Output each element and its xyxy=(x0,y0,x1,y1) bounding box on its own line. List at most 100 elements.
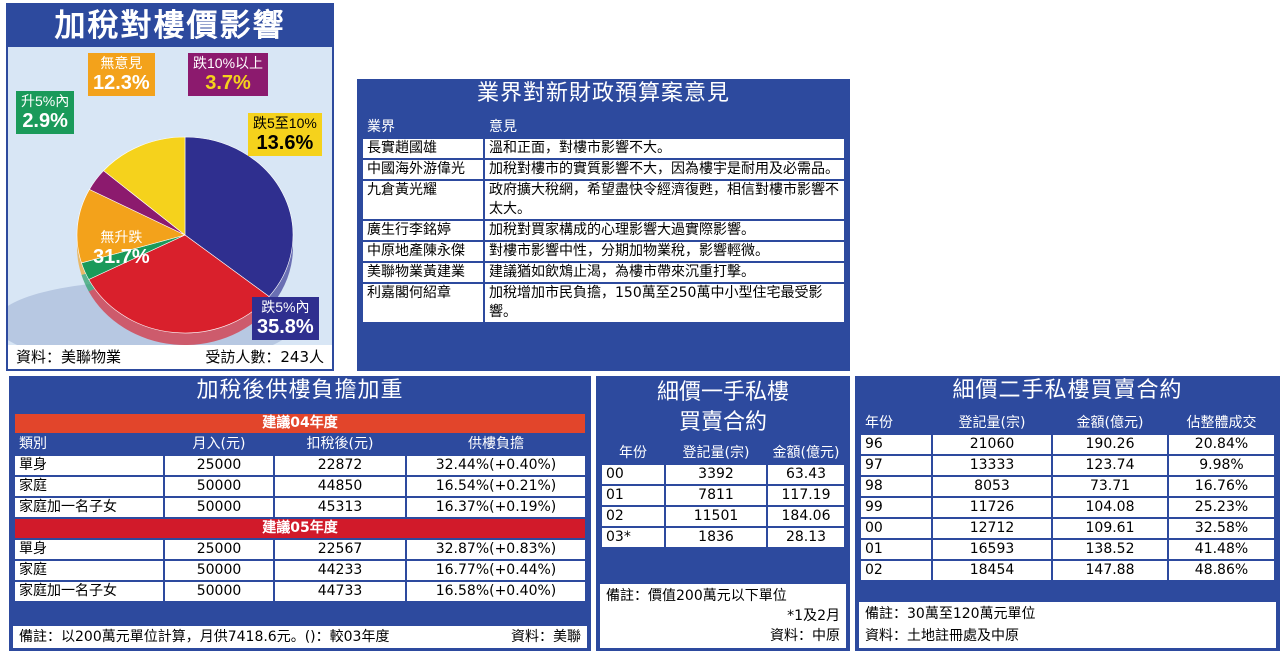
table-cell: 00 xyxy=(861,519,931,538)
slice-label-text: 無升跌 xyxy=(100,229,143,245)
table-row: 中原地產陳永傑 對樓市影響中性，分期加物業稅，影響輕微。 xyxy=(363,242,844,261)
slice-label-text: 升5%內 xyxy=(21,93,70,109)
slice-label-text: 跌5至10% xyxy=(253,115,317,131)
table-cell: 長實趙國雄 xyxy=(363,139,483,158)
table-cell: 16.54%(+0.21%) xyxy=(407,477,585,496)
table-cell: 03* xyxy=(602,528,664,547)
source-text: 資料：美聯 xyxy=(511,629,581,645)
table-cell: 02 xyxy=(861,561,931,580)
table-header-row: 年份 登記量(宗) 金額(億元) xyxy=(602,444,844,463)
slice-label-no-opinion: 無意見 12.3% xyxy=(88,53,155,96)
table-cell: 1836 xyxy=(666,528,766,547)
table-row: 家庭加一名子女 50000 45313 16.37%(+0.19%) xyxy=(15,498,585,517)
secondhand-table: 年份 登記量(宗) 金額(億元) 佔整體成交 96 21060 190.26 20.8… xyxy=(859,412,1276,582)
slice-label-text: 跌10%以上 xyxy=(193,55,264,71)
secondhand-title: 細價二手私樓買賣合約 xyxy=(952,378,1183,403)
table-cell: 50000 xyxy=(165,561,273,580)
table-cell: 98 xyxy=(861,477,931,496)
table-cell: 九倉黃光耀 xyxy=(363,181,483,219)
pie-slice xyxy=(76,189,186,264)
firsthand-title-line2: 買賣合約 xyxy=(678,410,767,435)
source-text: 資料：中原 xyxy=(770,628,840,644)
table-row: 02 11501 184.06 xyxy=(602,507,844,526)
footnote-text: *1及2月 xyxy=(787,608,840,624)
table-cell: 家庭加一名子女 xyxy=(15,498,163,517)
table-cell: 20.84% xyxy=(1169,435,1274,454)
table-cell: 中國海外游偉光 xyxy=(363,160,483,179)
table-cell: 13333 xyxy=(933,456,1051,475)
pie-slice xyxy=(88,234,270,334)
table-cell: 44850 xyxy=(275,477,405,496)
table-cell: 97 xyxy=(861,456,931,475)
pie-slice xyxy=(184,136,294,297)
table-cell: 123.74 xyxy=(1053,456,1167,475)
table-cell: 16.76% xyxy=(1169,477,1274,496)
table-cell: 184.06 xyxy=(768,507,844,526)
secondhand-note: 備註：30萬至120萬元單位 資料：土地註冊處及中原 xyxy=(859,602,1276,648)
firsthand-title: 細價一手私樓 買賣合約 xyxy=(596,378,850,438)
column-header: 登記量(宗) xyxy=(933,414,1051,433)
table-cell: 44733 xyxy=(275,582,405,601)
slice-label-up5: 升5%內 2.9% xyxy=(16,91,75,134)
table-cell: 9.98% xyxy=(1169,456,1274,475)
table-cell: 73.71 xyxy=(1053,477,1167,496)
table-cell: 18454 xyxy=(933,561,1051,580)
table-row: 02 18454 147.88 48.86% xyxy=(861,561,1274,580)
industry-opinions-panel: 業界對新財政預算案意見 業界 意見 長實趙國雄 溫和正面，對樓市影響不大。 中國海… xyxy=(357,79,850,371)
table-cell: 63.43 xyxy=(768,465,844,484)
slice-value: 31.7% xyxy=(93,246,150,268)
table-row: 00 12712 109.61 32.58% xyxy=(861,519,1274,538)
table-cell: 12712 xyxy=(933,519,1051,538)
table-cell: 138.52 xyxy=(1053,540,1167,559)
column-header: 業界 xyxy=(363,118,483,137)
note-text: 備註：價值200萬元以下單位 xyxy=(606,588,787,604)
year-row: 建議05年度 xyxy=(15,519,585,538)
table-row: 99 11726 104.08 25.23% xyxy=(861,498,1274,517)
table-cell: 00 xyxy=(602,465,664,484)
pie-footer: 資料：美聯物業 受訪人數：243人 xyxy=(8,345,332,369)
table-cell: 7811 xyxy=(666,486,766,505)
table-cell: 02 xyxy=(602,507,664,526)
table-row: 單身 25000 22872 32.44%(+0.40%) xyxy=(15,456,585,475)
firsthand-table: 年份 登記量(宗) 金額(億元) 00 3392 63.43 01 7811 117.1… xyxy=(600,442,846,549)
pie-chart-panel: 加稅對樓價影響 升5%內 2.9% 無意見 12.3% 跌10%以上 3.7% … xyxy=(6,3,334,371)
table-cell: 11501 xyxy=(666,507,766,526)
table-row: 單身 25000 22567 32.87%(+0.83%) xyxy=(15,540,585,559)
table-cell: 單身 xyxy=(15,456,163,475)
table-row: 96 21060 190.26 20.84% xyxy=(861,435,1274,454)
year-label: 建議05年度 xyxy=(15,519,585,538)
slice-label-text: 無意見 xyxy=(100,55,143,71)
source-text: 資料：土地註冊處及中原 xyxy=(865,628,1019,644)
pie-respondents: 受訪人數：243人 xyxy=(205,348,324,366)
table-cell: 16.58%(+0.40%) xyxy=(407,582,585,601)
table-cell: 家庭 xyxy=(15,477,163,496)
table-header-row: 類別 月入(元) 扣稅後(元) 供樓負擔 xyxy=(15,435,585,454)
slice-label-down5: 跌5%內 35.8% xyxy=(252,297,319,340)
slice-label-down10: 跌10%以上 3.7% xyxy=(188,53,269,96)
table-cell: 溫和正面，對樓市影響不大。 xyxy=(485,139,844,158)
burden-title: 加稅後供樓負擔加重 xyxy=(196,378,404,403)
slice-label-text: 跌5%內 xyxy=(261,299,310,315)
table-cell: 48.86% xyxy=(1169,561,1274,580)
opinions-table: 業界 意見 長實趙國雄 溫和正面，對樓市影響不大。 中國海外游偉光 加稅對樓市的實質… xyxy=(361,116,846,324)
table-cell: 96 xyxy=(861,435,931,454)
slice-value: 3.7% xyxy=(205,72,251,94)
slice-value: 13.6% xyxy=(256,132,314,154)
slice-label-flat: 無升跌 31.7% xyxy=(88,227,155,270)
table-cell: 28.13 xyxy=(768,528,844,547)
table-row: 00 3392 63.43 xyxy=(602,465,844,484)
slice-value: 35.8% xyxy=(257,316,314,338)
slice-label-down5to10: 跌5至10% 13.6% xyxy=(248,113,322,156)
table-cell: 01 xyxy=(861,540,931,559)
table-row: 家庭加一名子女 50000 44733 16.58%(+0.40%) xyxy=(15,582,585,601)
table-cell: 家庭 xyxy=(15,561,163,580)
column-header: 扣稅後(元) xyxy=(275,435,405,454)
pie-title: 加稅對樓價影響 xyxy=(8,5,332,47)
table-cell: 單身 xyxy=(15,540,163,559)
table-cell: 99 xyxy=(861,498,931,517)
table-row: 長實趙國雄 溫和正面，對樓市影響不大。 xyxy=(363,139,844,158)
table-row: 98 8053 73.71 16.76% xyxy=(861,477,1274,496)
table-cell: 廣生行李銘婷 xyxy=(363,221,483,240)
table-cell: 50000 xyxy=(165,582,273,601)
table-cell: 25.23% xyxy=(1169,498,1274,517)
